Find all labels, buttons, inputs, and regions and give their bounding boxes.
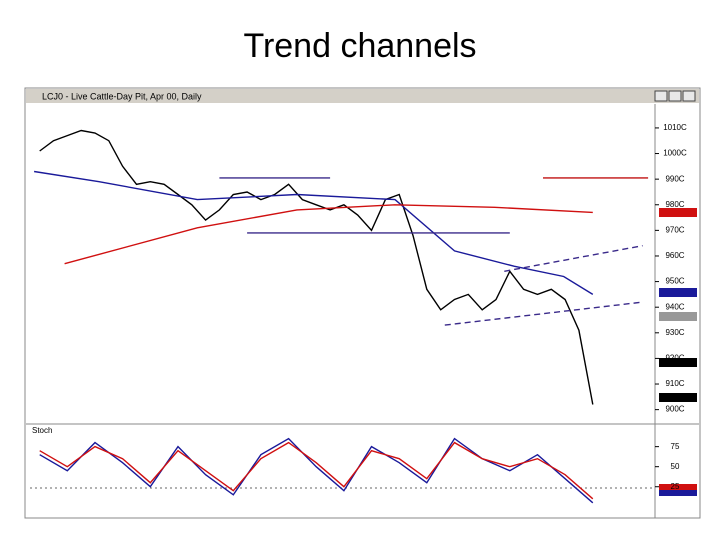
y-tick-label: 900C <box>665 405 684 414</box>
y-tick-label: 75 <box>671 442 680 451</box>
y-tick-label: 960C <box>665 251 684 260</box>
y-tick-label: 910C <box>665 379 684 388</box>
y-tick-label: 1000C <box>663 149 687 158</box>
y-tick-label: 50 <box>671 462 680 471</box>
price-marker <box>659 312 697 321</box>
y-tick-label: 970C <box>665 225 684 234</box>
series-line <box>39 437 594 504</box>
y-tick-label: 990C <box>665 174 684 183</box>
y-tick-label: 940C <box>665 302 684 311</box>
price-marker <box>659 208 697 217</box>
price-marker <box>659 358 697 367</box>
title-bar <box>26 89 699 103</box>
minimize-button[interactable] <box>654 90 668 102</box>
slide-title: Trend channels <box>243 27 476 65</box>
series-line <box>39 441 594 500</box>
series-line <box>444 301 643 326</box>
series-line <box>33 170 594 295</box>
y-tick-label: 980C <box>665 200 684 209</box>
series-line <box>64 204 593 265</box>
price-marker <box>659 393 697 402</box>
series-line <box>39 129 594 405</box>
price-marker <box>659 288 697 297</box>
stoch-marker <box>659 490 697 496</box>
stoch-marker <box>659 484 697 490</box>
y-tick-label: 25 <box>671 482 680 491</box>
maximize-button[interactable] <box>668 90 682 102</box>
y-tick-label: 920C <box>665 354 684 363</box>
y-tick-label: 950C <box>665 277 684 286</box>
window <box>24 87 701 519</box>
series-line <box>504 245 643 272</box>
y-tick-label: 1010C <box>663 123 687 132</box>
y-tick-label: 930C <box>665 328 684 337</box>
close-button[interactable] <box>682 90 696 102</box>
window-title: LCJ0 - Live Cattle-Day Pit, Apr 00, Dail… <box>42 91 202 101</box>
pane-title: Stoch <box>32 426 52 435</box>
